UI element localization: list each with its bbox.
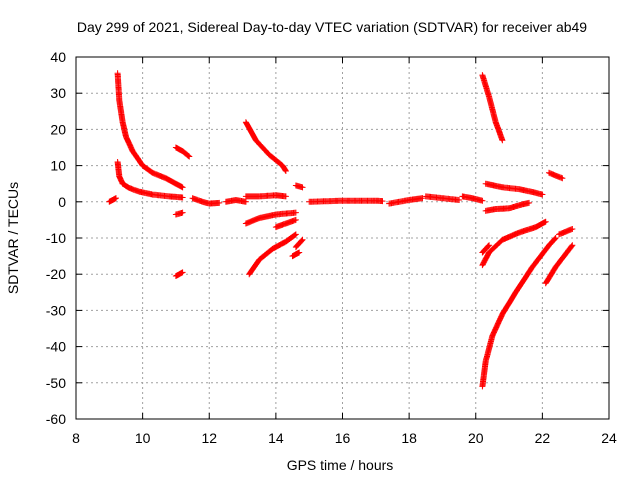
x-tick-label: 22 (535, 430, 551, 446)
series-arc-j (242, 192, 289, 200)
y-tick-label: -10 (46, 230, 66, 246)
series-arc-a (114, 70, 186, 191)
x-tick-label: 24 (601, 430, 617, 446)
x-axis-ticks: 8 10 12 14 16 18 20 22 24 (72, 57, 617, 446)
data-point-markers (114, 70, 186, 191)
series-arc-p (289, 249, 303, 260)
y-tick-label: -30 (46, 302, 66, 318)
data-point-markers (292, 182, 306, 191)
y-tick-label: 40 (50, 49, 66, 65)
data-point-markers (222, 197, 249, 205)
data-point-markers (386, 195, 426, 207)
series-arc-l (272, 216, 299, 231)
y-tick-label: -20 (46, 266, 66, 282)
data-point-markers (546, 169, 566, 182)
series-arc-x (479, 242, 493, 256)
data-point-markers (114, 159, 186, 201)
data-point-markers (189, 195, 223, 207)
series-arc-m (246, 231, 299, 278)
series-arc-h (222, 197, 249, 205)
x-tick-label: 16 (335, 430, 351, 446)
data-point-markers (306, 197, 386, 205)
series-arc-g (189, 195, 223, 207)
y-tick-label: -60 (46, 411, 66, 427)
data-point-markers (272, 216, 299, 231)
series-arc-d (172, 144, 193, 160)
data-point-markers (482, 199, 533, 214)
data-point-markers (479, 72, 506, 144)
series-arc-t (459, 193, 486, 204)
data-point-markers (422, 193, 463, 203)
series-arc-f (172, 269, 186, 279)
series-arc-s (422, 193, 463, 203)
data-point-markers (246, 231, 299, 278)
series-arc-r (386, 195, 426, 207)
y-tick-label: 20 (50, 121, 66, 137)
series-arc-k (242, 209, 299, 227)
data-point-markers (172, 269, 186, 279)
x-tick-label: 14 (268, 430, 284, 446)
data-point-markers (106, 195, 119, 205)
x-tick-label: 18 (401, 430, 417, 446)
data-point-markers (479, 218, 549, 269)
series-arc-v (482, 180, 546, 198)
y-axis-ticks: -60 -50 -40 -30 -20 -10 0 10 20 30 40 (46, 49, 609, 427)
series-arc-u (479, 72, 506, 144)
series-arc-e (172, 209, 186, 218)
y-tick-label: -50 (46, 375, 66, 391)
data-point-markers (479, 235, 559, 390)
x-tick-label: 8 (72, 430, 80, 446)
series-arc-y (479, 218, 549, 269)
data-point-markers (556, 225, 576, 238)
data-point-markers (242, 209, 299, 227)
data-point-markers (289, 249, 303, 260)
series-arc-q (306, 197, 386, 205)
grid (76, 57, 609, 419)
series-arc-c (106, 195, 119, 205)
chart-title: Day 299 of 2021, Sidereal Day-to-day VTE… (77, 19, 587, 35)
y-tick-label: -40 (46, 339, 66, 355)
x-tick-label: 20 (468, 430, 484, 446)
x-tick-label: 12 (201, 430, 217, 446)
data-point-markers (459, 193, 486, 204)
series-arc-aa (542, 242, 576, 287)
series-arc-b (114, 159, 186, 201)
data-point-markers (172, 144, 193, 160)
data-point-markers (482, 180, 546, 198)
series-arc-i (242, 119, 289, 175)
data-point-markers (542, 242, 576, 287)
data-point-markers (242, 119, 289, 175)
series-arc-ab (556, 225, 576, 238)
y-tick-label: 30 (50, 85, 66, 101)
series-arc-z (479, 235, 559, 390)
y-tick-label: 10 (50, 158, 66, 174)
data-point-markers (292, 236, 306, 251)
x-tick-label: 10 (135, 430, 151, 446)
data-point-markers (479, 242, 493, 256)
y-axis-label: SDTVAR / TECUs (5, 182, 21, 294)
data-point-markers (242, 192, 289, 200)
data-series (106, 70, 576, 390)
x-axis-label: GPS time / hours (287, 457, 394, 473)
series-arc-w (482, 199, 533, 214)
series-arc-ac (546, 169, 566, 182)
data-point-markers (172, 209, 186, 218)
series-arc-o (292, 236, 306, 251)
series-arc-n (292, 182, 306, 191)
y-tick-label: 0 (58, 194, 66, 210)
